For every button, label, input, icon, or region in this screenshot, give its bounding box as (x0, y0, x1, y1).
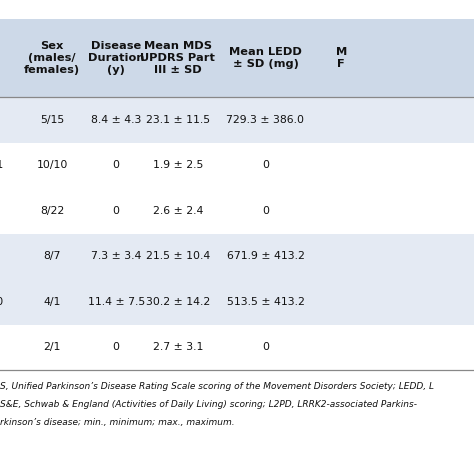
Text: 0: 0 (113, 206, 119, 216)
Text: 10/10: 10/10 (36, 160, 68, 171)
Text: 729.3 ± 386.0: 729.3 ± 386.0 (227, 115, 304, 125)
Text: 8/22: 8/22 (40, 206, 64, 216)
Text: 7.3 ± 3.4: 7.3 ± 3.4 (91, 251, 141, 262)
Text: 0.1: 0.1 (0, 160, 4, 171)
Bar (0, 19, 474, 97)
Text: S&E, Schwab & England (Activities of Daily Living) scoring; L2PD, LRRK2-associat: S&E, Schwab & England (Activities of Dai… (0, 400, 417, 409)
Bar (0, 97, 474, 143)
Bar (0, 143, 474, 188)
Text: 0: 0 (262, 342, 269, 353)
Bar (0, 188, 474, 234)
Text: 0: 0 (262, 160, 269, 171)
Text: rkinson’s disease; min., minimum; max., maximum.: rkinson’s disease; min., minimum; max., … (0, 418, 235, 427)
Text: 4/1: 4/1 (44, 297, 61, 307)
Text: 5/15: 5/15 (40, 115, 64, 125)
Text: S, Unified Parkinson’s Disease Rating Scale scoring of the Movement Disorders So: S, Unified Parkinson’s Disease Rating Sc… (0, 382, 434, 391)
Text: Mean MDS
UPDRS Part
III ± SD: Mean MDS UPDRS Part III ± SD (140, 41, 215, 75)
Text: 2.6 ± 2.4: 2.6 ± 2.4 (153, 206, 203, 216)
Text: 0: 0 (113, 342, 119, 353)
Text: 11.4 ± 7.5: 11.4 ± 7.5 (88, 297, 145, 307)
Text: 8/7: 8/7 (44, 251, 61, 262)
Text: 2/1: 2/1 (44, 342, 61, 353)
Text: 0: 0 (262, 206, 269, 216)
Text: 8.4 ± 4.3: 8.4 ± 4.3 (91, 115, 141, 125)
Text: 1.9 ± 2.5: 1.9 ± 2.5 (153, 160, 203, 171)
Text: Mean LEDD
± SD (mg): Mean LEDD ± SD (mg) (229, 47, 302, 69)
Bar (0, 279, 474, 325)
Text: 0: 0 (113, 160, 119, 171)
Bar (0, 234, 474, 279)
Text: 671.9 ± 413.2: 671.9 ± 413.2 (227, 251, 304, 262)
Text: Sex
(males/
females): Sex (males/ females) (24, 41, 80, 75)
Text: 2.7 ± 3.1: 2.7 ± 3.1 (153, 342, 203, 353)
Text: 4.0: 4.0 (0, 297, 4, 307)
Text: 30.2 ± 14.2: 30.2 ± 14.2 (146, 297, 210, 307)
Bar (0, 325, 474, 370)
Text: 23.1 ± 11.5: 23.1 ± 11.5 (146, 115, 210, 125)
Text: 513.5 ± 413.2: 513.5 ± 413.2 (227, 297, 304, 307)
Text: M
F: M F (336, 47, 347, 69)
Text: 21.5 ± 10.4: 21.5 ± 10.4 (146, 251, 210, 262)
Text: Disease
Duration
(y): Disease Duration (y) (88, 41, 145, 75)
